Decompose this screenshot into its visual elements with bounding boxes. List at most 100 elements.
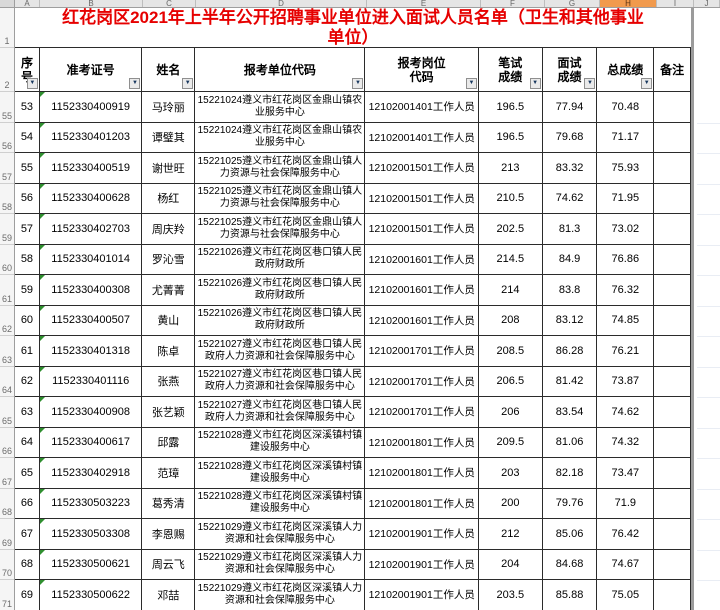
cell-candidate-name[interactable]: 范璋	[142, 458, 196, 488]
cell-written-score[interactable]: 213	[479, 153, 543, 183]
cell-total-score[interactable]: 74.32	[597, 427, 655, 457]
cell-written-score[interactable]: 208	[479, 305, 543, 335]
cell-serial-number[interactable]: 56	[15, 183, 40, 213]
cell-remark[interactable]	[654, 122, 692, 152]
cell-candidate-name[interactable]: 张艺颖	[142, 397, 196, 427]
cell-admission-ticket-number[interactable]: 1152330500621	[39, 549, 143, 579]
cell-serial-number[interactable]: 57	[15, 214, 40, 244]
cell-total-score[interactable]: 71.95	[597, 183, 655, 213]
cell-interview-score[interactable]: 83.32	[543, 153, 598, 183]
cell-total-score[interactable]: 76.42	[597, 519, 655, 549]
header-xuhao[interactable]: 序 号 ▼	[15, 48, 40, 91]
cell-written-score[interactable]: 204	[479, 549, 543, 579]
cell-candidate-name[interactable]: 罗沁雪	[142, 244, 196, 274]
cell-remark[interactable]	[654, 275, 692, 305]
cell-written-score[interactable]: 209.5	[479, 427, 543, 457]
cell-remark[interactable]	[654, 488, 692, 518]
cell-admission-ticket-number[interactable]: 1152330503308	[39, 519, 143, 549]
cell-candidate-name[interactable]: 邓喆	[142, 580, 196, 610]
cell-admission-ticket-number[interactable]: 1152330401318	[39, 336, 143, 366]
row-number-55[interactable]: 55	[0, 92, 14, 123]
cell-written-score[interactable]: 200	[479, 488, 543, 518]
row-number-69[interactable]: 69	[0, 519, 14, 550]
cell-interview-score[interactable]: 79.76	[543, 488, 598, 518]
cell-total-score[interactable]: 76.21	[597, 336, 655, 366]
cell-remark[interactable]	[654, 183, 692, 213]
cell-unit-code[interactable]: 15221027遵义市红花岗区巷口镇人民政府人力资源和社会保障服务中心	[195, 336, 366, 366]
filter-dropdown-icon[interactable]: ▼	[182, 78, 194, 89]
cell-candidate-name[interactable]: 周庆羚	[142, 214, 196, 244]
row-number-65[interactable]: 65	[0, 397, 14, 428]
cell-interview-score[interactable]: 77.94	[543, 92, 598, 122]
cell-post-code[interactable]: 12102001601工作人员	[365, 244, 479, 274]
cell-interview-score[interactable]: 74.62	[543, 183, 598, 213]
cell-interview-score[interactable]: 83.12	[543, 305, 598, 335]
cell-written-score[interactable]: 208.5	[479, 336, 543, 366]
cell-remark[interactable]	[654, 580, 692, 610]
cell-interview-score[interactable]: 84.9	[543, 244, 598, 274]
cell-post-code[interactable]: 12102001801工作人员	[365, 427, 479, 457]
cell-candidate-name[interactable]: 周云飞	[142, 549, 196, 579]
filter-dropdown-icon[interactable]: ▼	[465, 78, 477, 89]
filter-dropdown-icon[interactable]: ▼	[641, 78, 653, 89]
cell-unit-code[interactable]: 15221025遵义市红花岗区金鼎山镇人力资源与社会保障服务中心	[195, 183, 366, 213]
cell-remark[interactable]	[654, 244, 692, 274]
header-bishi-chengji[interactable]: 笔试 成绩 ▼	[479, 48, 543, 91]
cell-interview-score[interactable]: 79.68	[543, 122, 598, 152]
cell-post-code[interactable]: 12102001601工作人员	[365, 305, 479, 335]
row-number-61[interactable]: 61	[0, 275, 14, 306]
cell-remark[interactable]	[654, 397, 692, 427]
cell-total-score[interactable]: 70.48	[597, 92, 655, 122]
cell-post-code[interactable]: 12102001601工作人员	[365, 275, 479, 305]
cell-total-score[interactable]: 74.62	[597, 397, 655, 427]
cell-admission-ticket-number[interactable]: 1152330400908	[39, 397, 143, 427]
cell-written-score[interactable]: 196.5	[479, 122, 543, 152]
cell-admission-ticket-number[interactable]: 1152330400617	[39, 427, 143, 457]
cell-written-score[interactable]: 214.5	[479, 244, 543, 274]
cell-remark[interactable]	[654, 366, 692, 396]
column-letter-B[interactable]: B	[40, 0, 143, 7]
cell-written-score[interactable]: 212	[479, 519, 543, 549]
cell-interview-score[interactable]: 85.88	[543, 580, 598, 610]
cell-post-code[interactable]: 12102001801工作人员	[365, 458, 479, 488]
cell-candidate-name[interactable]: 陈卓	[142, 336, 196, 366]
cell-serial-number[interactable]: 66	[15, 488, 40, 518]
header-zhunkaozhenghao[interactable]: 准考证号 ▼	[40, 48, 143, 91]
cell-serial-number[interactable]: 65	[15, 458, 40, 488]
cell-post-code[interactable]: 12102001701工作人员	[365, 397, 479, 427]
cell-serial-number[interactable]: 55	[15, 153, 40, 183]
cell-remark[interactable]	[654, 92, 692, 122]
row-number-gutter[interactable]: 1 2 55 56 57 58 59 60 61 62 63 64 65 66 67 68 69 70 71	[0, 8, 15, 610]
cell-written-score[interactable]: 196.5	[479, 92, 543, 122]
cell-serial-number[interactable]: 59	[15, 275, 40, 305]
cell-written-score[interactable]: 214	[479, 275, 543, 305]
cell-candidate-name[interactable]: 葛秀清	[142, 488, 196, 518]
cell-total-score[interactable]: 71.17	[597, 122, 655, 152]
cell-candidate-name[interactable]: 谭璧其	[142, 122, 196, 152]
cell-unit-code[interactable]: 15221024遵义市红花岗区金鼎山镇农业服务中心	[195, 122, 366, 152]
cell-admission-ticket-number[interactable]: 1152330401014	[39, 244, 143, 274]
cell-unit-code[interactable]: 15221026遵义市红花岗区巷口镇人民政府财政所	[195, 305, 366, 335]
filter-dropdown-icon[interactable]: ▼	[352, 78, 364, 89]
cell-unit-code[interactable]: 15221025遵义市红花岗区金鼎山镇人力资源与社会保障服务中心	[195, 214, 366, 244]
cell-post-code[interactable]: 12102001501工作人员	[365, 214, 479, 244]
select-all-corner[interactable]	[0, 0, 15, 7]
cell-total-score[interactable]: 73.47	[597, 458, 655, 488]
cell-serial-number[interactable]: 54	[15, 122, 40, 152]
cell-serial-number[interactable]: 61	[15, 336, 40, 366]
cell-written-score[interactable]: 203.5	[479, 580, 543, 610]
cell-serial-number[interactable]: 58	[15, 244, 40, 274]
cell-post-code[interactable]: 12102001901工作人员	[365, 549, 479, 579]
row-number-63[interactable]: 63	[0, 336, 14, 367]
cell-candidate-name[interactable]: 李恩赐	[142, 519, 196, 549]
cell-interview-score[interactable]: 84.68	[543, 549, 598, 579]
row-number-56[interactable]: 56	[0, 123, 14, 153]
column-letter-G[interactable]: G	[545, 0, 600, 7]
header-baokao-gangwei-daima[interactable]: 报考岗位 代码 ▼	[365, 48, 479, 91]
column-letter-D[interactable]: D	[196, 0, 367, 7]
cell-unit-code[interactable]: 15221028遵义市红花岗区深溪镇村镇建设服务中心	[195, 458, 366, 488]
row-number-57[interactable]: 57	[0, 153, 14, 184]
cell-unit-code[interactable]: 15221027遵义市红花岗区巷口镇人民政府人力资源和社会保障服务中心	[195, 366, 366, 396]
cell-serial-number[interactable]: 64	[15, 427, 40, 457]
header-baokao-danwei-daima[interactable]: 报考单位代码 ▼	[195, 48, 366, 91]
